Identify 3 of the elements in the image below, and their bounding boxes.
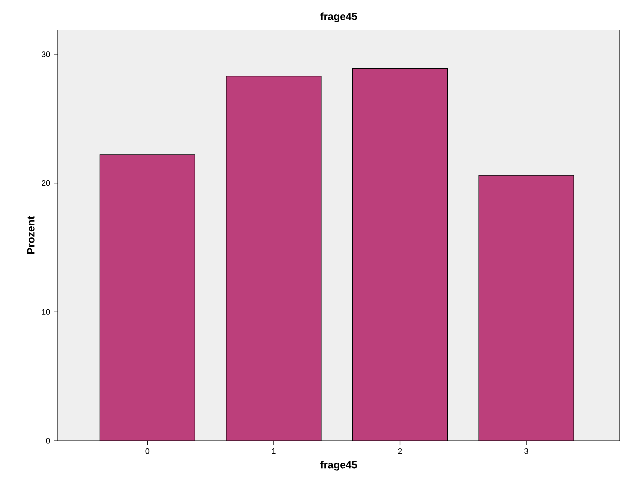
y-axis-title: Prozent [27,216,35,254]
x-axis-title: frage45 [320,461,358,471]
chart-title: frage45 [320,12,358,22]
